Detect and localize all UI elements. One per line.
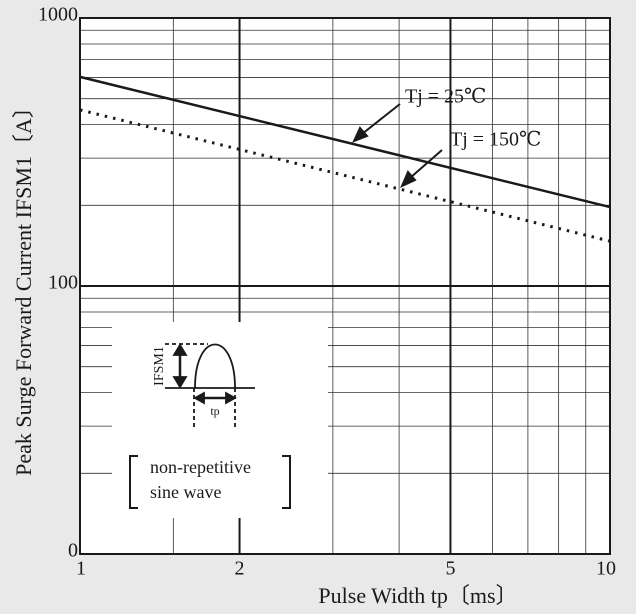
x-tick-label: 5	[445, 558, 455, 580]
callout-arrowhead	[400, 170, 417, 188]
arrowhead	[172, 343, 188, 356]
series-line	[79, 75, 611, 209]
arrowhead	[193, 391, 205, 405]
callout-line	[409, 149, 443, 179]
inset-diagram	[129, 343, 291, 509]
bracket-left	[129, 455, 138, 509]
x-tick-label: 2	[235, 558, 245, 580]
arrowhead	[225, 391, 237, 405]
series-label: Tj = 25℃	[405, 86, 486, 108]
marks	[79, 75, 611, 243]
series-line	[79, 108, 611, 243]
x-tick-label: 10	[596, 558, 616, 580]
inset-width-label: tp	[210, 404, 219, 418]
inset-current-label: IFSM1	[152, 346, 167, 386]
x-tick-label: 1	[76, 558, 86, 580]
callout-line	[361, 103, 401, 135]
y-tick-label: 100	[48, 272, 78, 294]
y-tick-label: 1000	[38, 4, 78, 26]
x-axis-label: Pulse Width tp〔ms〕	[318, 583, 517, 608]
inset-background	[112, 322, 328, 518]
half-sine	[194, 343, 236, 389]
y-tick-label: 0	[68, 540, 78, 562]
inset-note: sine wave	[150, 482, 221, 502]
callout-arrowhead	[352, 126, 369, 143]
callouts	[352, 103, 443, 188]
y-axis-label: Peak Surge Forward Current IFSM1〔A〕	[11, 96, 36, 476]
plot-frame	[79, 17, 611, 555]
bracket-right	[282, 455, 291, 509]
arrowhead	[172, 376, 188, 389]
inset-note: non-repetitive	[150, 457, 251, 477]
series-label: Tj = 150℃	[450, 129, 541, 151]
